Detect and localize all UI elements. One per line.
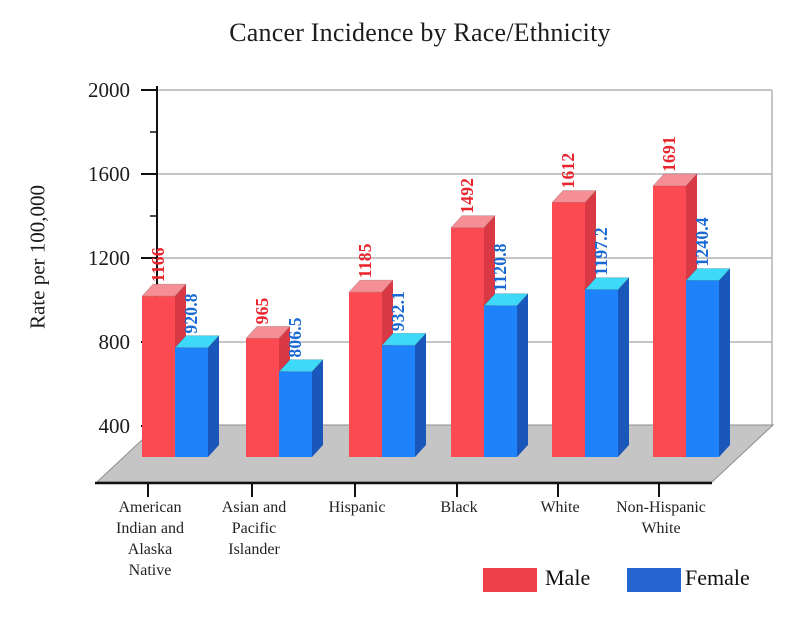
bar-top-female-asian-and-pacific-islander: [278, 359, 324, 373]
y-tick-label: 1200: [88, 246, 130, 270]
value-label-female-hispanic: 932.1: [388, 290, 408, 332]
bar-side-female-hispanic: [415, 333, 426, 457]
bar-top-male-black: [450, 215, 496, 229]
chart-title: Cancer Incidence by Race/Ethnicity: [229, 18, 611, 47]
value-label-male-black: 1492: [457, 177, 477, 214]
bar-top-female-black: [483, 293, 529, 307]
x-category-label: Non-Hispanic White: [616, 499, 706, 537]
y-tick-label: 400: [98, 414, 131, 438]
value-label-female-black: 1120.8: [490, 243, 510, 292]
bar-male-asian-and-pacific-islander: [246, 338, 279, 457]
bar-side-female-american-indian-and-alaska-native: [208, 335, 219, 457]
legend-male-label: Male: [545, 565, 591, 590]
bar-top-male-non-hispanic-white: [652, 173, 698, 187]
value-label-male-american-indian-and-alaska-native: 1166: [148, 247, 168, 283]
y-tick-label: 2000: [88, 78, 130, 102]
bar-top-female-non-hispanic-white: [685, 268, 731, 281]
value-label-male-hispanic: 1185: [355, 243, 375, 279]
bar-female-asian-and-pacific-islander: [279, 371, 312, 457]
bar-top-male-hispanic: [348, 279, 394, 293]
bar-top-female-white: [584, 277, 630, 290]
bar-top-male-american-indian-and-alaska-native: [141, 283, 187, 297]
bar-female-white: [585, 289, 618, 457]
value-label-female-american-indian-and-alaska-native: 920.8: [181, 293, 201, 334]
bar-male-american-indian-and-alaska-native: [142, 296, 175, 457]
x-category-label: Black: [440, 499, 478, 516]
legend-female-label: Female: [685, 565, 750, 590]
legend-male-swatch: [483, 568, 537, 592]
x-category-label: White: [540, 499, 580, 516]
bar-female-hispanic: [382, 345, 415, 457]
bar-side-female-white: [618, 277, 629, 457]
x-category-label: American Indian and Alaska Native: [116, 499, 184, 579]
bar-top-female-hispanic: [381, 332, 427, 346]
value-label-male-asian-and-pacific-islander: 965: [252, 297, 272, 325]
value-label-female-non-hispanic-white: 1240.4: [692, 217, 712, 267]
bar-male-hispanic: [349, 292, 382, 457]
y-tick-label: 1600: [88, 162, 130, 186]
legend-female-swatch: [627, 568, 681, 592]
bar-side-female-black: [517, 293, 528, 457]
bar-male-white: [552, 202, 585, 457]
bar-top-male-white: [551, 190, 597, 203]
value-label-male-non-hispanic-white: 1691: [659, 136, 679, 172]
y-tick-label: 800: [98, 330, 131, 354]
value-label-female-white: 1197.2: [591, 227, 611, 276]
bar-female-black: [484, 305, 517, 457]
bar-top-female-american-indian-and-alaska-native: [174, 335, 220, 349]
bar-female-american-indian-and-alaska-native: [175, 347, 208, 457]
bar-male-non-hispanic-white: [653, 185, 686, 457]
bar-male-black: [451, 227, 484, 457]
bar-side-female-non-hispanic-white: [719, 268, 730, 457]
value-label-male-white: 1612: [558, 152, 578, 189]
bar-side-female-asian-and-pacific-islander: [312, 359, 323, 457]
x-category-label: Hispanic: [328, 499, 386, 516]
bar-female-non-hispanic-white: [686, 280, 719, 457]
value-label-female-asian-and-pacific-islander: 806.5: [285, 317, 305, 358]
bar-top-male-asian-and-pacific-islander: [245, 325, 291, 339]
x-category-label: Asian and Pacific Islander: [221, 499, 287, 558]
